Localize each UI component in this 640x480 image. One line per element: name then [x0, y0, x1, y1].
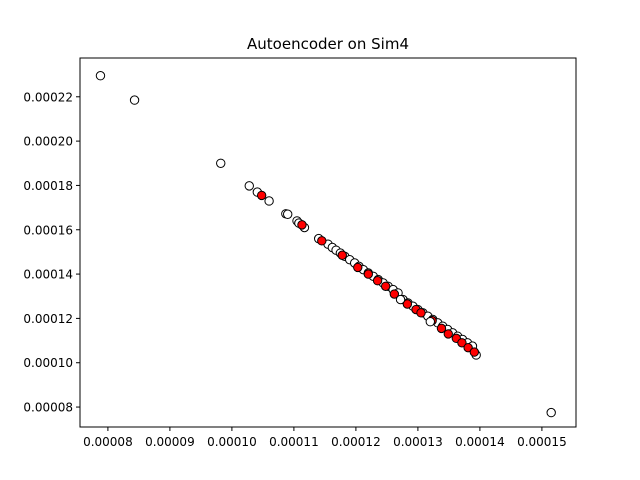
x-tick-label: 0.00008 — [83, 435, 133, 449]
y-axis-ticks: 0.00008 0.00010 0.00012 0.00014 0.00016 0.000… — [23, 90, 80, 415]
data-point — [436, 323, 447, 334]
x-tick-label: 0.00009 — [145, 435, 195, 449]
x-axis-ticks: 0.00008 0.00009 0.00010 0.00011 0.00012 0.000… — [83, 427, 567, 449]
x-tick-label: 0.00014 — [455, 435, 505, 449]
y-tick-label: 0.00016 — [23, 223, 73, 237]
x-tick-label: 0.00012 — [331, 435, 381, 449]
data-point — [337, 250, 347, 260]
plot-area-frame — [79, 57, 577, 428]
data-point — [372, 276, 383, 286]
data-point — [416, 308, 426, 318]
y-tick-label: 0.00012 — [23, 312, 73, 326]
data-point — [457, 338, 467, 348]
data-point — [443, 329, 453, 339]
data-point — [283, 209, 293, 219]
y-tick-label: 0.00022 — [23, 90, 73, 104]
data-point — [317, 236, 327, 246]
data-point — [402, 299, 413, 309]
data-point — [353, 262, 363, 273]
chart-title: Autoencoder on Sim4 — [247, 35, 409, 53]
data-point — [216, 158, 226, 168]
y-tick-label: 0.00020 — [23, 135, 73, 149]
x-tick-label: 0.00013 — [393, 435, 443, 449]
y-tick-label: 0.00008 — [23, 401, 73, 415]
x-tick-label: 0.00015 — [517, 435, 567, 449]
data-point — [264, 196, 274, 206]
y-tick-label: 0.00018 — [23, 179, 73, 193]
data-points — [95, 71, 556, 418]
y-tick-label: 0.00014 — [23, 268, 73, 282]
x-tick-label: 0.00011 — [269, 435, 319, 449]
data-point — [256, 190, 267, 201]
data-point — [469, 347, 480, 357]
y-tick-label: 0.00010 — [23, 356, 73, 370]
data-point — [395, 294, 406, 305]
data-point — [546, 407, 556, 418]
x-tick-label: 0.00010 — [207, 435, 257, 449]
data-point — [425, 317, 435, 327]
data-point — [380, 281, 391, 291]
data-point — [95, 71, 106, 81]
data-point — [297, 220, 307, 230]
data-point — [129, 95, 140, 105]
data-point — [389, 289, 400, 299]
data-point — [363, 269, 373, 279]
data-point — [244, 181, 254, 191]
data-point — [463, 342, 473, 353]
